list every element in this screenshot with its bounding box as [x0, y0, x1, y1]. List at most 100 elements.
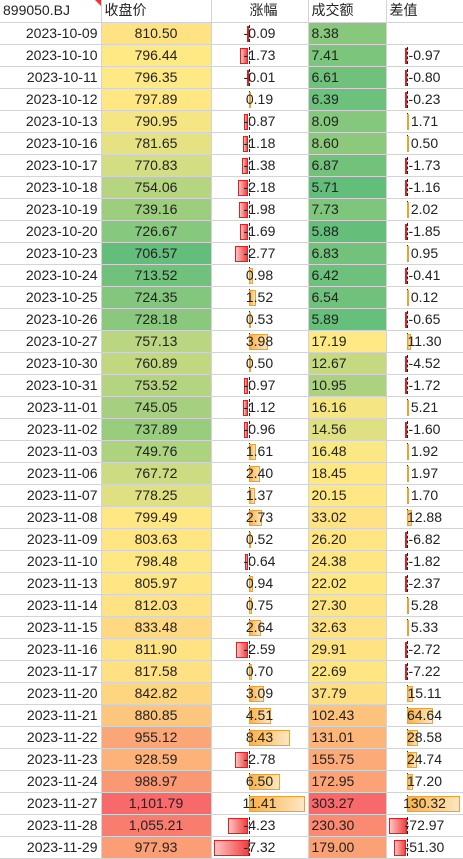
date-cell[interactable]: 2023-10-10: [0, 44, 102, 67]
change-cell[interactable]: -4.23: [211, 814, 309, 837]
close-cell[interactable]: 790.95: [101, 110, 212, 133]
header-cell-close[interactable]: 收盘价: [101, 0, 212, 23]
date-cell[interactable]: 2023-11-09: [0, 528, 102, 551]
volume-cell[interactable]: 131.01: [308, 726, 387, 749]
volume-cell[interactable]: 26.20: [308, 528, 387, 551]
volume-cell[interactable]: 27.30: [308, 594, 387, 617]
diff-cell[interactable]: -1.85: [386, 220, 463, 243]
change-cell[interactable]: -2.59: [211, 638, 309, 661]
diff-cell[interactable]: 12.88: [386, 506, 463, 529]
change-cell[interactable]: 0.19: [211, 88, 309, 111]
diff-cell[interactable]: -1.60: [386, 418, 463, 441]
volume-cell[interactable]: 7.73: [308, 198, 387, 221]
close-cell[interactable]: 745.05: [101, 396, 212, 419]
change-cell[interactable]: 0.53: [211, 308, 309, 331]
diff-cell[interactable]: 28.58: [386, 726, 463, 749]
date-cell[interactable]: 2023-10-09: [0, 22, 102, 45]
volume-cell[interactable]: 155.75: [308, 748, 387, 771]
diff-cell[interactable]: -0.41: [386, 264, 463, 287]
close-cell[interactable]: 805.97: [101, 572, 212, 595]
close-cell[interactable]: 1,101.79: [101, 792, 212, 815]
change-cell[interactable]: 3.09: [211, 682, 309, 705]
date-cell[interactable]: 2023-11-16: [0, 638, 102, 661]
change-cell[interactable]: 2.73: [211, 506, 309, 529]
change-cell[interactable]: 2.64: [211, 616, 309, 639]
diff-cell[interactable]: -0.23: [386, 88, 463, 111]
volume-cell[interactable]: 17.19: [308, 330, 387, 353]
change-cell[interactable]: -0.97: [211, 374, 309, 397]
diff-cell[interactable]: 1.71: [386, 110, 463, 133]
change-cell[interactable]: 6.50: [211, 770, 309, 793]
close-cell[interactable]: 988.97: [101, 770, 212, 793]
header-cell-change[interactable]: 涨幅: [211, 0, 309, 23]
diff-cell[interactable]: 130.32: [386, 792, 463, 815]
volume-cell[interactable]: 179.00: [308, 836, 387, 859]
date-cell[interactable]: 2023-10-20: [0, 220, 102, 243]
close-cell[interactable]: 799.49: [101, 506, 212, 529]
diff-cell[interactable]: 5.33: [386, 616, 463, 639]
close-cell[interactable]: 724.35: [101, 286, 212, 309]
volume-cell[interactable]: 12.67: [308, 352, 387, 375]
date-cell[interactable]: 2023-11-02: [0, 418, 102, 441]
date-cell[interactable]: 2023-11-22: [0, 726, 102, 749]
volume-cell[interactable]: 20.15: [308, 484, 387, 507]
diff-cell[interactable]: 11.30: [386, 330, 463, 353]
close-cell[interactable]: 706.57: [101, 242, 212, 265]
close-cell[interactable]: 757.13: [101, 330, 212, 353]
change-cell[interactable]: 2.40: [211, 462, 309, 485]
volume-cell[interactable]: 6.42: [308, 264, 387, 287]
close-cell[interactable]: 728.18: [101, 308, 212, 331]
change-cell[interactable]: -2.18: [211, 176, 309, 199]
volume-cell[interactable]: 8.60: [308, 132, 387, 155]
diff-cell[interactable]: -1.16: [386, 176, 463, 199]
date-cell[interactable]: 2023-11-03: [0, 440, 102, 463]
close-cell[interactable]: 798.48: [101, 550, 212, 573]
close-cell[interactable]: 739.16: [101, 198, 212, 221]
volume-cell[interactable]: 230.30: [308, 814, 387, 837]
close-cell[interactable]: 797.89: [101, 88, 212, 111]
diff-cell[interactable]: -7.22: [386, 660, 463, 683]
change-cell[interactable]: 1.37: [211, 484, 309, 507]
close-cell[interactable]: 928.59: [101, 748, 212, 771]
volume-cell[interactable]: 10.95: [308, 374, 387, 397]
date-cell[interactable]: 2023-10-24: [0, 264, 102, 287]
diff-cell[interactable]: -6.82: [386, 528, 463, 551]
change-cell[interactable]: 3.98: [211, 330, 309, 353]
close-cell[interactable]: 817.58: [101, 660, 212, 683]
change-cell[interactable]: 8.43: [211, 726, 309, 749]
volume-cell[interactable]: 16.16: [308, 396, 387, 419]
date-cell[interactable]: 2023-10-17: [0, 154, 102, 177]
change-cell[interactable]: -0.64: [211, 550, 309, 573]
close-cell[interactable]: 767.72: [101, 462, 212, 485]
close-cell[interactable]: 803.63: [101, 528, 212, 551]
diff-cell[interactable]: -1.73: [386, 154, 463, 177]
change-cell[interactable]: -1.12: [211, 396, 309, 419]
volume-cell[interactable]: 7.41: [308, 44, 387, 67]
volume-cell[interactable]: 6.54: [308, 286, 387, 309]
diff-cell[interactable]: 1.97: [386, 462, 463, 485]
date-cell[interactable]: 2023-11-10: [0, 550, 102, 573]
close-cell[interactable]: 753.52: [101, 374, 212, 397]
change-cell[interactable]: 0.98: [211, 264, 309, 287]
change-cell[interactable]: -0.87: [211, 110, 309, 133]
close-cell[interactable]: 810.50: [101, 22, 212, 45]
date-cell[interactable]: 2023-11-14: [0, 594, 102, 617]
diff-cell[interactable]: 24.74: [386, 748, 463, 771]
close-cell[interactable]: 770.83: [101, 154, 212, 177]
volume-cell[interactable]: 102.43: [308, 704, 387, 727]
diff-cell[interactable]: -51.30: [386, 836, 463, 859]
change-cell[interactable]: 4.51: [211, 704, 309, 727]
volume-cell[interactable]: 6.61: [308, 66, 387, 89]
diff-cell[interactable]: -2.37: [386, 572, 463, 595]
change-cell[interactable]: 11.41: [211, 792, 309, 815]
volume-cell[interactable]: 22.02: [308, 572, 387, 595]
diff-cell[interactable]: 0.50: [386, 132, 463, 155]
close-cell[interactable]: 880.85: [101, 704, 212, 727]
diff-cell[interactable]: 0.95: [386, 242, 463, 265]
diff-cell[interactable]: 17.20: [386, 770, 463, 793]
date-cell[interactable]: 2023-11-15: [0, 616, 102, 639]
change-cell[interactable]: -1.38: [211, 154, 309, 177]
date-cell[interactable]: 2023-11-24: [0, 770, 102, 793]
date-cell[interactable]: 2023-11-17: [0, 660, 102, 683]
close-cell[interactable]: 778.25: [101, 484, 212, 507]
